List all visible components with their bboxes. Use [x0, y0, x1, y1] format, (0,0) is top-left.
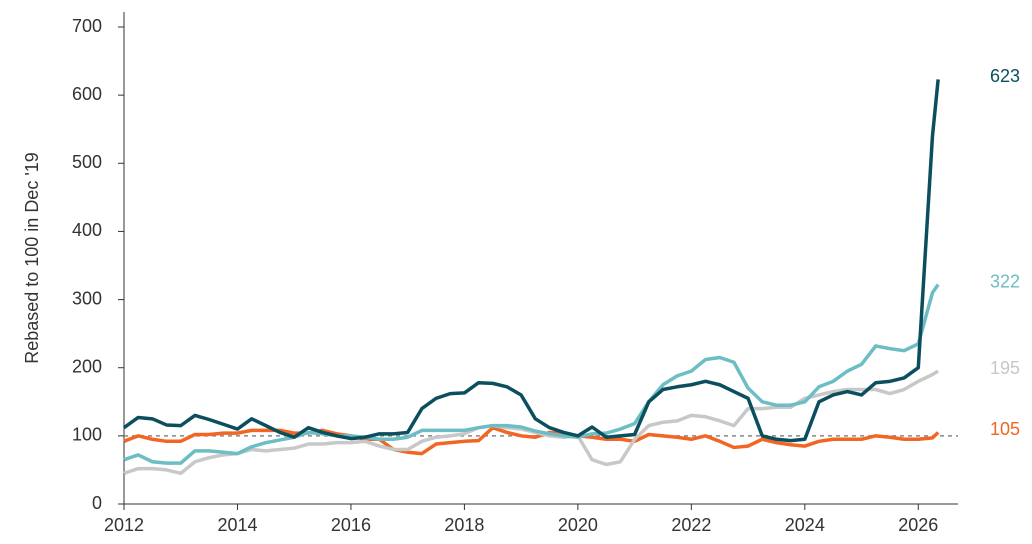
x-tick-label: 2016 [331, 515, 371, 535]
y-tick-label: 500 [72, 152, 102, 172]
y-tick-label: 200 [72, 356, 102, 376]
y-tick-label: 700 [72, 16, 102, 36]
series-line [122, 79, 940, 443]
end-label: 623 [990, 66, 1020, 86]
end-label: 105 [990, 419, 1020, 439]
y-tick-label: 0 [92, 493, 102, 513]
x-tick-label: 2014 [217, 515, 257, 535]
x-tick-label: 2020 [558, 515, 598, 535]
x-tick-label: 2024 [785, 515, 825, 535]
end-label: 322 [990, 271, 1020, 291]
series-line [123, 425, 940, 456]
x-tick-label: 2022 [671, 515, 711, 535]
end-label: 195 [990, 358, 1020, 378]
y-tick-label: 600 [72, 84, 102, 104]
x-tick-label: 2026 [898, 515, 938, 535]
y-axis-label: Rebased to 100 in Dec '19 [22, 152, 42, 364]
x-tick-label: 2018 [444, 515, 484, 535]
series-line [123, 283, 940, 465]
y-tick-label: 400 [72, 220, 102, 240]
y-tick-label: 300 [72, 288, 102, 308]
x-tick-label: 2012 [104, 515, 144, 535]
y-tick-label: 100 [72, 425, 102, 445]
